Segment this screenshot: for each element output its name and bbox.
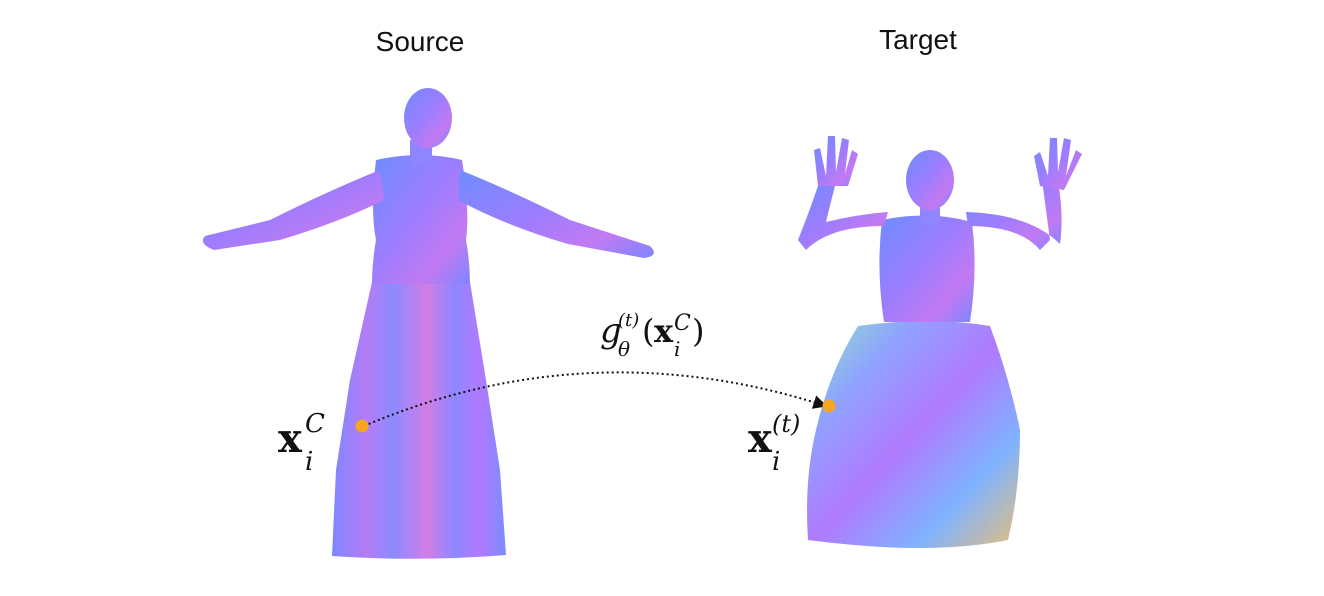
canonical-point-marker: [355, 419, 369, 433]
canonical-point-label: x i C: [278, 409, 325, 477]
target-right-hand: [1034, 138, 1082, 190]
deformed-point-label: x i (t): [748, 410, 800, 477]
mapping-arg-base: x: [654, 312, 674, 350]
source-mesh: [202, 88, 654, 559]
target-left-arm: [798, 180, 888, 250]
target-mesh: [798, 136, 1082, 548]
mapping-arg-sup: C: [674, 311, 691, 336]
deformed-label-sub: i: [772, 447, 780, 477]
mapping-close-paren: ): [692, 312, 704, 350]
target-head: [906, 150, 954, 210]
source-torso: [372, 155, 470, 284]
mapping-func-sup: (t): [618, 310, 639, 331]
deformed-label-base: x: [748, 415, 773, 462]
source-right-arm: [458, 170, 654, 258]
mapping-arg-sub: i: [674, 337, 680, 361]
source-left-arm: [202, 170, 384, 250]
source-skirt: [332, 278, 506, 559]
canonical-label-sub: i: [305, 447, 313, 477]
deformed-point-marker: [822, 399, 836, 413]
canonical-label-base: x: [278, 415, 303, 462]
mapping-open-paren: (: [642, 312, 654, 350]
target-title: Target: [879, 24, 957, 55]
canonical-label-sup: C: [305, 409, 325, 439]
target-skirt: [807, 321, 1020, 548]
mapping-func-sub: θ: [618, 337, 630, 361]
target-right-arm: [966, 180, 1062, 250]
target-left-hand: [814, 136, 858, 186]
source-title: Source: [375, 26, 465, 57]
mapping-func: g: [600, 311, 622, 351]
source-head: [404, 88, 452, 148]
mapping-label: g θ (t) ( x i C ): [600, 310, 704, 361]
mapping-arrow: [363, 371, 828, 427]
deformed-label-sup: (t): [772, 410, 800, 438]
target-torso: [879, 215, 975, 322]
